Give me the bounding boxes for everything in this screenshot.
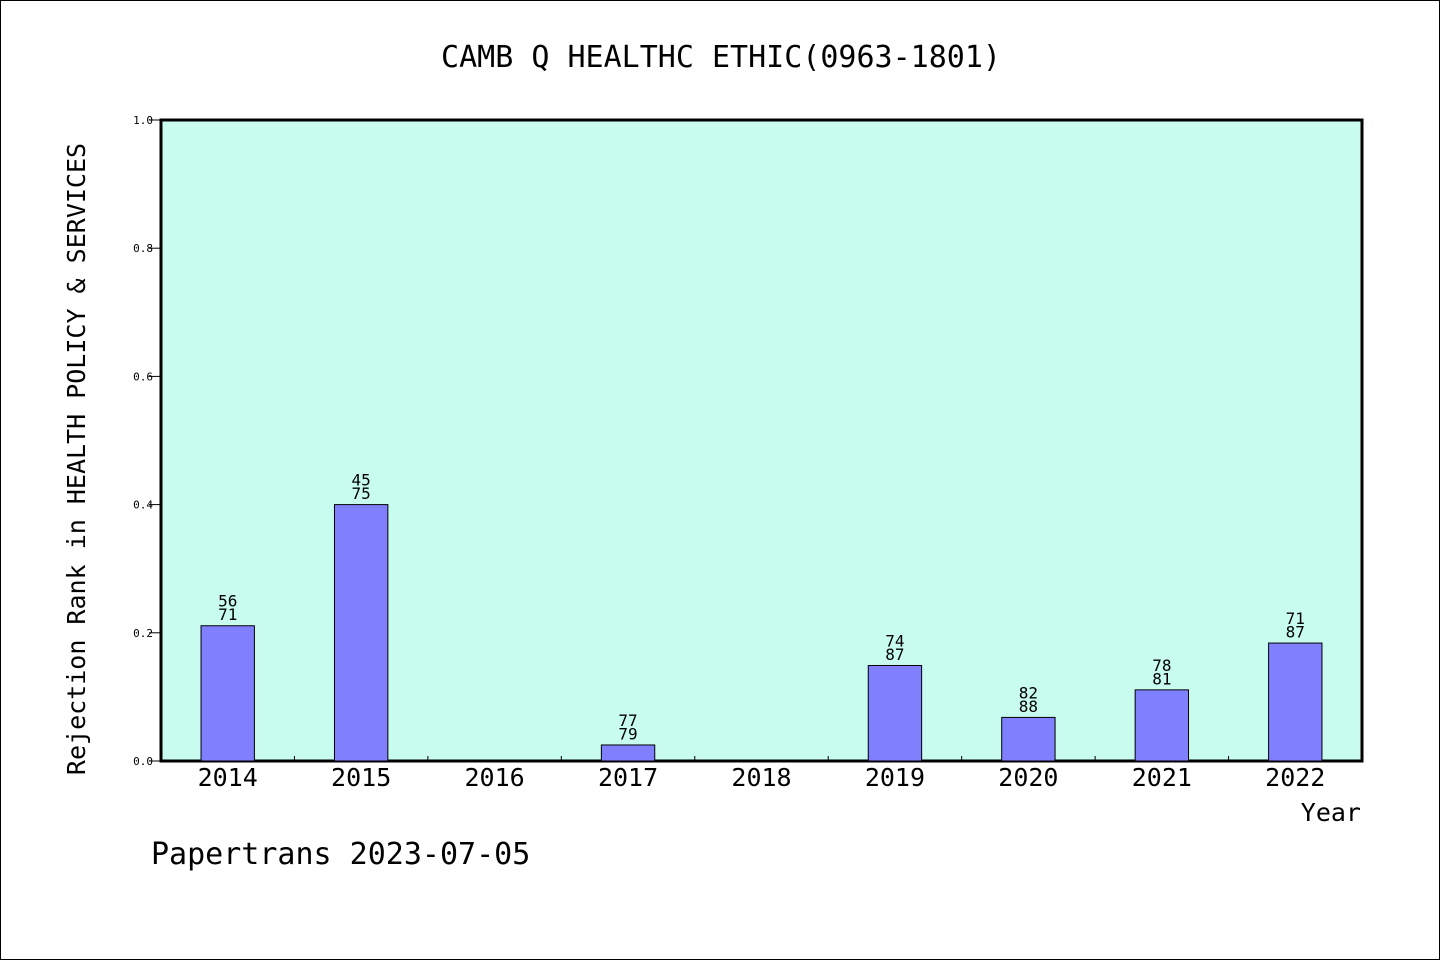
bar (1001, 716, 1056, 762)
x-tick-label: 2017 (598, 763, 658, 792)
y-tick-label: 0.6 (133, 370, 153, 383)
y-axis: 0.0 0.2 0.4 0.6 0.8 1.0 (133, 114, 161, 768)
x-axis-label: Year (1301, 798, 1361, 827)
bar (333, 504, 389, 762)
footer-credit: Papertrans 2023-07-05 (151, 837, 530, 872)
x-axis: 2014 2015 2016 2017 2018 2019 2020 2021 2022 (198, 756, 1325, 792)
bar-data-label: 87 (885, 645, 904, 664)
bar-data-label: 87 (1286, 623, 1305, 642)
bar (1268, 642, 1323, 762)
x-tick-label: 2014 (198, 763, 258, 792)
bar-data-label: 81 (1152, 669, 1171, 688)
y-tick-label: 1.0 (133, 114, 153, 127)
x-tick-label: 2019 (865, 763, 925, 792)
y-tick-label: 0.4 (133, 499, 153, 512)
x-tick-label: 2018 (731, 763, 791, 792)
bar-data-label: 56 (218, 592, 237, 611)
bar-data-label: 71 (218, 605, 237, 624)
y-axis-label: Rejection Rank in HEALTH POLICY & SERVIC… (62, 143, 91, 775)
bar (1134, 689, 1190, 762)
bar (600, 744, 656, 762)
bar (867, 664, 923, 762)
y-tick-label: 0.0 (133, 755, 153, 768)
chart-title: CAMB Q HEALTHC ETHIC(0963-1801) (441, 40, 1001, 75)
x-tick-label: 2015 (331, 763, 391, 792)
y-tick-label: 0.8 (133, 242, 153, 255)
bar-data-label: 79 (618, 724, 637, 743)
bar (200, 625, 255, 762)
x-tick-label: 2020 (998, 763, 1058, 792)
bar-data-label: 74 (885, 631, 904, 650)
x-tick-label: 2022 (1265, 763, 1325, 792)
x-tick-label: 2021 (1132, 763, 1192, 792)
bar-data-label: 88 (1019, 697, 1038, 716)
bar-data-label: 45 (352, 471, 371, 490)
x-tick-label: 2016 (465, 763, 525, 792)
bar-data-label: 71 (1286, 609, 1305, 628)
bar-data-label: 78 (1152, 656, 1171, 675)
bar-data-label: 77 (618, 711, 637, 730)
bar-data-label: 75 (352, 484, 371, 503)
y-tick-label: 0.2 (133, 627, 153, 640)
bar-data-label: 82 (1019, 683, 1038, 702)
